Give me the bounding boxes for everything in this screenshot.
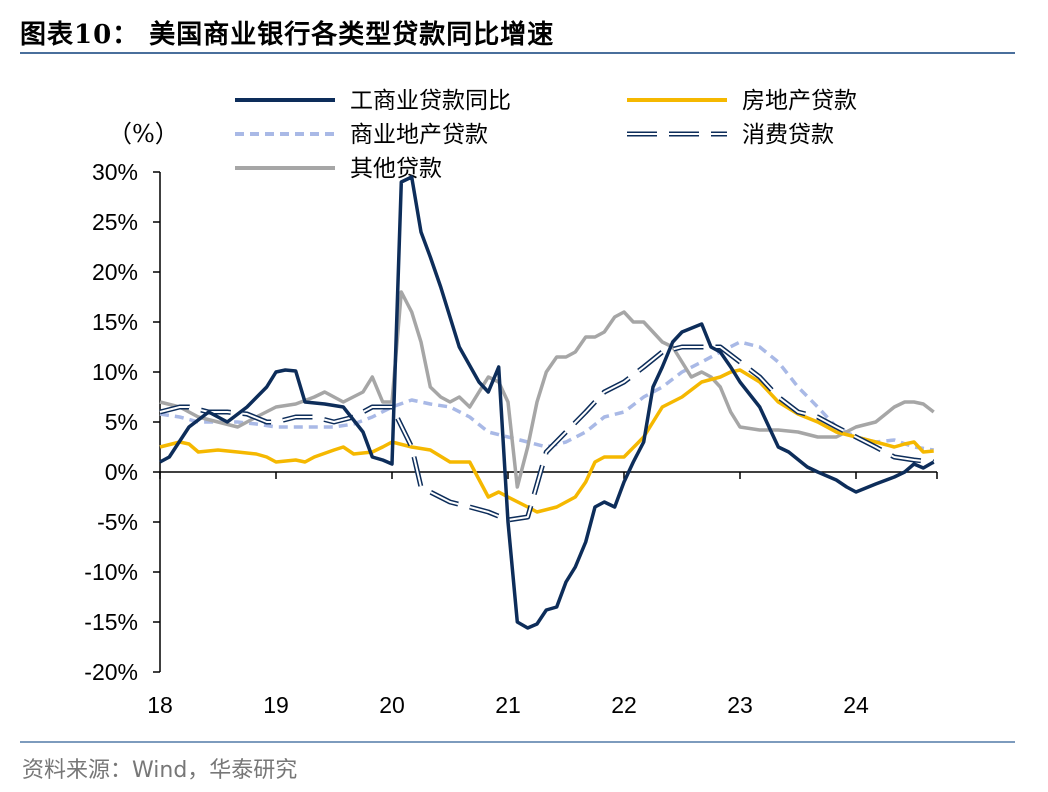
chart-axes: 30% 25% 20% 15% 10% 5% 0% -5% -10% -15% -20% 18 19 20… (84, 159, 938, 718)
legend-label: 工商业贷款同比 (350, 88, 511, 114)
series-line-0 (159, 175, 935, 630)
legend-item: 商业地产贷款 (235, 122, 488, 148)
footer-divider (20, 741, 1015, 743)
y-tick-label: -10% (84, 559, 138, 585)
x-tick-label: 23 (727, 692, 753, 718)
x-tick-label: 22 (611, 692, 637, 718)
y-tick-label: -15% (84, 609, 138, 635)
legend-item: 工商业贷款同比 (235, 88, 511, 114)
y-tick-label: 20% (92, 259, 138, 285)
y-tick-label: 15% (92, 309, 138, 335)
y-tick-label: -20% (84, 659, 138, 685)
chart-title: 图表10： 美国商业银行各类型贷款同比增速 (20, 20, 555, 50)
series-line-consumer (159, 346, 934, 521)
legend-item: 其他贷款 (235, 156, 442, 182)
y-tick-label: 5% (105, 409, 138, 435)
series-line-cre (159, 340, 934, 452)
y-tick-label: 0% (105, 459, 138, 485)
x-tick-label: 19 (263, 692, 289, 718)
series-line-1 (159, 368, 934, 514)
legend-label: 其他贷款 (350, 156, 442, 182)
legend-label: 房地产贷款 (742, 88, 857, 114)
legend-label: 商业地产贷款 (350, 122, 488, 148)
title-divider (20, 52, 1015, 54)
y-tick-label: 10% (92, 359, 138, 385)
series-line-4 (159, 290, 935, 489)
x-tick-label: 24 (843, 692, 869, 718)
y-tick-label: 30% (92, 159, 138, 185)
legend-label: 消费贷款 (742, 122, 834, 148)
chart-series (159, 175, 935, 630)
y-tick-label: 25% (92, 209, 138, 235)
x-tick-label: 21 (495, 692, 521, 718)
x-tick-label: 18 (147, 692, 173, 718)
legend-item: 消费贷款 (627, 122, 834, 148)
y-unit-label: （%） (108, 120, 179, 148)
source-note: 资料来源：Wind，华泰研究 (22, 758, 298, 783)
x-tick-label: 20 (379, 692, 405, 718)
legend-item: 房地产贷款 (627, 88, 857, 114)
y-tick-label: -5% (97, 509, 138, 535)
